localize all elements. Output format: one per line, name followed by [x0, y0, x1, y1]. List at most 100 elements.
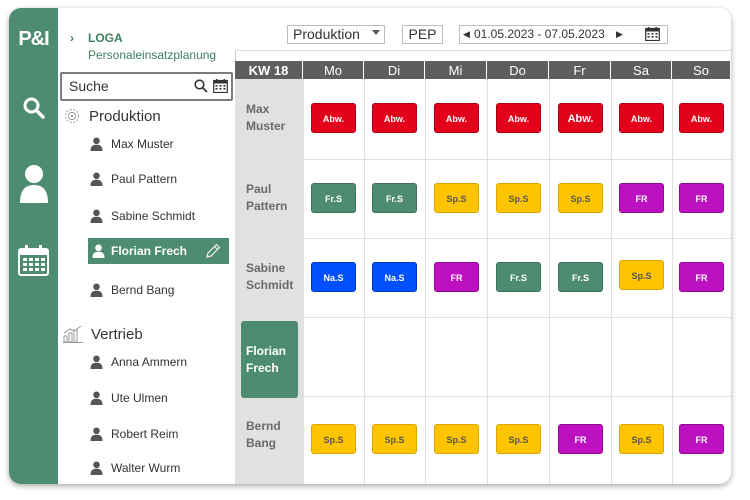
sidebar-person[interactable]: Max Muster: [90, 131, 174, 157]
calendar-icon[interactable]: [645, 27, 660, 46]
shift-badge[interactable]: Na.S: [372, 262, 417, 292]
grid-column-divider: [549, 79, 550, 484]
chevron-right-icon: ›: [70, 31, 74, 45]
row-name[interactable]: Bernd Bang: [246, 418, 281, 452]
department-value: Produktion: [293, 26, 360, 42]
day-header: Di: [364, 61, 425, 79]
mode-button[interactable]: PEP: [402, 25, 443, 44]
sidebar-person[interactable]: Bernd Bang: [90, 277, 174, 303]
sidebar-person[interactable]: Sabine Schmidt: [90, 203, 195, 229]
shift-badge[interactable]: Abw.: [496, 103, 541, 133]
person-name: Ute Ulmen: [111, 391, 168, 405]
grid-row-divider: [303, 396, 731, 397]
shift-badge[interactable]: Sp.S: [619, 424, 664, 454]
user-icon: [90, 137, 103, 151]
calendar-icon[interactable]: [213, 79, 228, 98]
chart-icon: [63, 325, 83, 343]
app-logo[interactable]: P&I: [18, 28, 49, 50]
sidebar-person[interactable]: Robert Reim: [90, 421, 178, 447]
row-name-last: Muster: [246, 119, 286, 133]
chevron-down-icon: [372, 30, 380, 35]
day-header: So: [672, 61, 731, 79]
shift-badge[interactable]: FR: [434, 262, 479, 292]
shift-badge[interactable]: Abw.: [679, 103, 724, 133]
shift-badge[interactable]: Sp.S: [496, 424, 541, 454]
person-name: Florian Frech: [111, 244, 188, 258]
sidebar-person[interactable]: Paul Pattern: [90, 166, 177, 192]
previous-week-arrow-icon[interactable]: ◀: [463, 29, 470, 39]
department-dropdown[interactable]: Produktion: [287, 25, 385, 44]
row-name-last: Frech: [246, 361, 279, 375]
shift-badge[interactable]: Abw.: [311, 103, 356, 133]
person-name: Paul Pattern: [111, 172, 178, 186]
shift-badge[interactable]: FR: [679, 183, 724, 213]
row-name-first: Paul: [246, 182, 272, 196]
shift-badge[interactable]: Sp.S: [619, 260, 664, 290]
shift-badge[interactable]: Sp.S: [434, 183, 479, 213]
app-window: P&I › LOGA Personaleinsatzplanu: [9, 8, 731, 484]
group-vertrieb[interactable]: Vertrieb: [63, 325, 143, 343]
shift-badge[interactable]: Sp.S: [434, 424, 479, 454]
breadcrumb-module[interactable]: Personaleinsatzplanung: [88, 48, 217, 62]
sidebar-person[interactable]: Ute Ulmen: [90, 385, 168, 411]
user-icon: [90, 283, 103, 297]
breadcrumb-app[interactable]: LOGA: [88, 31, 123, 45]
grid-row-divider: [303, 238, 731, 239]
search-icon[interactable]: [194, 79, 208, 98]
week-label: KW 18: [235, 61, 303, 79]
search-box: [60, 72, 233, 101]
row-name-last: Pattern: [246, 199, 288, 213]
person-name: Sabine Schmidt: [111, 209, 196, 223]
schedule-grid: KW 18 Mo Di Mi Do Fr Sa So Max Muster Abw. Abw. Abw…: [235, 61, 731, 484]
sidebar-person[interactable]: Walter Wurm: [90, 455, 180, 481]
toolbar: Produktion PEP ◀ 01.05.2023 - 07.05.2023…: [235, 8, 731, 51]
shift-badge[interactable]: Abw.: [558, 103, 603, 133]
shift-badge[interactable]: Fr.S: [372, 183, 417, 213]
grid-column-divider: [611, 79, 612, 484]
shift-badge[interactable]: Fr.S: [496, 262, 541, 292]
row-name[interactable]: Sabine Schmidt: [246, 260, 293, 294]
shift-badge[interactable]: Fr.S: [558, 262, 603, 292]
shift-badge[interactable]: Sp.S: [558, 183, 603, 213]
row-name-first: Max: [246, 102, 270, 116]
shift-badge[interactable]: Sp.S: [496, 183, 541, 213]
row-name-first: Bernd: [246, 419, 281, 433]
day-header: Sa: [611, 61, 672, 79]
shift-badge[interactable]: FR: [619, 183, 664, 213]
user-icon: [90, 355, 103, 369]
row-name-selected[interactable]: Florian Frech: [241, 321, 298, 398]
shift-badge[interactable]: Sp.S: [372, 424, 417, 454]
row-name[interactable]: Max Muster: [246, 101, 285, 135]
shift-badge[interactable]: FR: [679, 262, 724, 292]
pencil-icon[interactable]: [205, 243, 221, 262]
person-name: Max Muster: [111, 137, 174, 151]
user-icon: [90, 461, 103, 475]
grid-row-divider: [303, 317, 731, 318]
group-produktion[interactable]: Produktion: [63, 107, 161, 125]
search-input[interactable]: [69, 77, 179, 95]
grid-column-divider: [487, 79, 488, 484]
sidebar: › LOGA Personaleinsatzplanung Produktion…: [58, 8, 236, 484]
user-icon: [90, 209, 103, 223]
person-name: Walter Wurm: [111, 461, 181, 475]
row-name[interactable]: Paul Pattern: [246, 181, 287, 215]
sidebar-person-selected[interactable]: Florian Frech: [88, 238, 229, 264]
calendar-icon[interactable]: [9, 245, 58, 276]
shift-badge[interactable]: FR: [679, 424, 724, 454]
shift-badge[interactable]: Abw.: [434, 103, 479, 133]
row-name-last: Bang: [246, 436, 276, 450]
search-icon[interactable]: [9, 96, 58, 120]
shift-badge[interactable]: Fr.S: [311, 183, 356, 213]
shift-badge[interactable]: Sp.S: [311, 424, 356, 454]
shift-badge[interactable]: Abw.: [372, 103, 417, 133]
sidebar-person[interactable]: Anna Ammern: [90, 349, 187, 375]
person-name: Bernd Bang: [111, 283, 175, 297]
shift-badge[interactable]: Abw.: [619, 103, 664, 133]
grid-column-divider: [425, 79, 426, 484]
shift-badge[interactable]: FR: [558, 424, 603, 454]
breadcrumb[interactable]: › LOGA Personaleinsatzplanung: [70, 30, 216, 64]
next-week-arrow-icon[interactable]: ▶: [616, 29, 623, 39]
user-icon[interactable]: [9, 163, 58, 203]
day-header: Mi: [425, 61, 487, 79]
shift-badge[interactable]: Na.S: [311, 262, 356, 292]
